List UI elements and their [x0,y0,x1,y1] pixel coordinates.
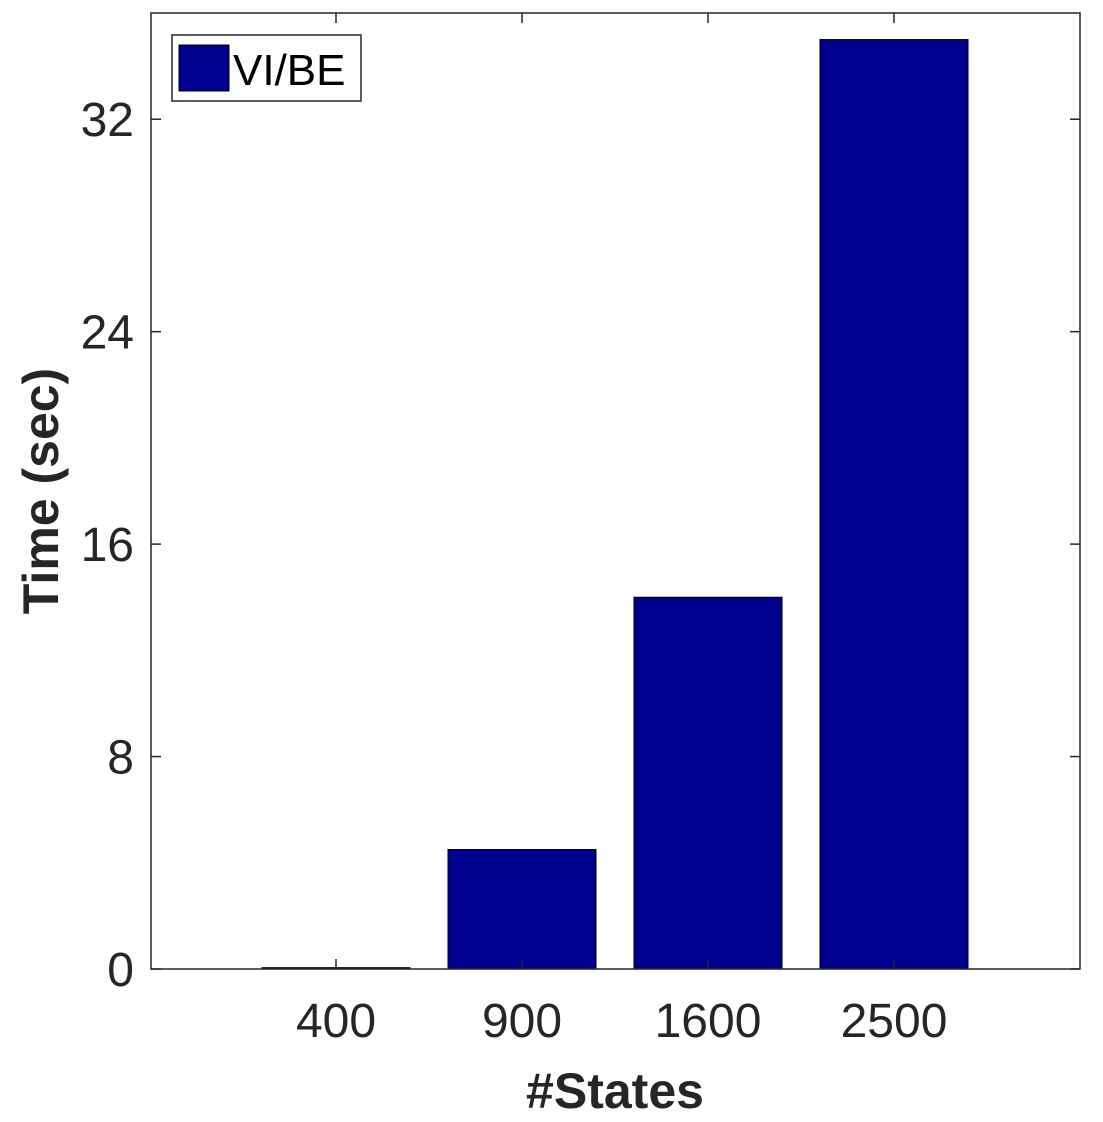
legend: VI/BE [171,34,362,102]
x-axis-title: #States [526,1063,704,1119]
y-tick-label-16: 16 [81,519,134,572]
bar-1600 [633,596,783,970]
y-axis-title: Time (sec) [13,368,69,614]
y-tick-label-24: 24 [81,307,134,360]
y-tick-label-0: 0 [107,944,134,997]
bar-900 [447,849,597,970]
plot-frame [150,12,1081,970]
y-ticks-group: 0 8 16 24 32 [81,94,1080,997]
y-tick-label-32: 32 [81,94,134,147]
bar-2500 [819,39,969,970]
legend-swatch [178,44,230,92]
x-ticks-group: 400 900 1600 2500 [296,13,947,1048]
bars-group [261,39,969,970]
x-tick-label-900: 900 [482,995,562,1048]
y-tick-label-8: 8 [107,732,134,785]
legend-label: VI/BE [233,46,346,95]
x-tick-label-1600: 1600 [655,995,762,1048]
x-tick-label-2500: 2500 [841,995,948,1048]
x-tick-label-400: 400 [296,995,376,1048]
